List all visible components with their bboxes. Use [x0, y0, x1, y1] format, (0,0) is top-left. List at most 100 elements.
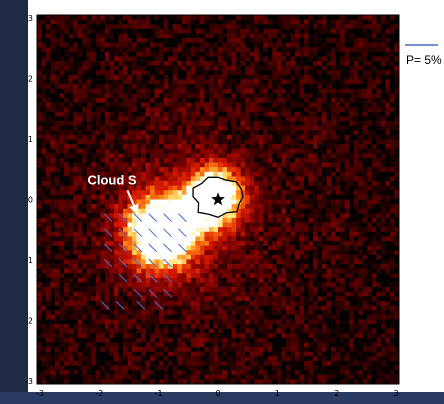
heatmap-cell — [353, 222, 359, 228]
heatmap-cell — [127, 171, 133, 177]
heatmap-cell — [240, 231, 246, 237]
heatmap-cell — [113, 167, 119, 173]
heatmap-cell — [136, 157, 142, 163]
heatmap-cell — [326, 56, 332, 62]
heatmap-cell — [389, 268, 395, 274]
heatmap-cell — [95, 254, 101, 260]
heatmap-cell — [73, 130, 79, 136]
heatmap-cell — [190, 227, 196, 233]
heatmap-cell — [172, 93, 178, 99]
heatmap-cell — [50, 268, 56, 274]
heatmap-cell — [91, 296, 97, 302]
heatmap-cell — [331, 287, 336, 293]
heatmap-cell — [86, 300, 92, 306]
heatmap-cell — [313, 24, 318, 30]
heatmap-cell — [199, 42, 205, 48]
heatmap-cell — [313, 107, 318, 113]
heatmap-cell — [177, 116, 183, 122]
heatmap-cell — [272, 61, 278, 67]
heatmap-cell — [353, 213, 359, 219]
heatmap-cell — [290, 236, 296, 242]
heatmap-cell — [127, 241, 133, 246]
heatmap-cell — [154, 222, 160, 228]
heatmap-cell — [249, 130, 255, 136]
heatmap-cell — [73, 139, 79, 145]
heatmap-cell — [371, 213, 377, 219]
heatmap-cell — [113, 287, 119, 293]
heatmap-cell — [95, 144, 101, 150]
heatmap-cell — [349, 185, 355, 191]
heatmap-cell — [394, 241, 400, 246]
heatmap-cell — [168, 134, 174, 140]
heatmap-cell — [199, 227, 205, 233]
heatmap-cell — [285, 47, 291, 53]
heatmap-cell — [254, 107, 260, 113]
heatmap-cell — [132, 28, 137, 34]
heatmap-cell — [276, 213, 282, 219]
heatmap-cell — [299, 93, 305, 99]
heatmap-cell — [100, 167, 106, 173]
heatmap-cell — [113, 42, 119, 48]
heatmap-cell — [37, 241, 42, 246]
heatmap-cell — [263, 185, 269, 191]
heatmap-cell — [249, 194, 255, 200]
heatmap-cell — [77, 300, 83, 306]
heatmap-cell — [376, 162, 382, 168]
heatmap-cell — [55, 33, 60, 39]
heatmap-cell — [100, 194, 106, 200]
heatmap-cell — [77, 217, 83, 223]
heatmap-cell — [168, 268, 174, 274]
heatmap-cell — [208, 162, 214, 168]
heatmap-cell — [50, 167, 56, 173]
heatmap-cell — [168, 130, 174, 136]
heatmap-cell — [77, 125, 83, 131]
heatmap-cell — [172, 277, 178, 283]
heatmap-cell — [389, 144, 395, 150]
heatmap-cell — [59, 167, 65, 173]
heatmap-cell — [331, 116, 336, 122]
heatmap-cell — [331, 171, 336, 177]
heatmap-cell — [136, 56, 142, 62]
heatmap-cell — [308, 79, 314, 85]
heatmap-cell — [68, 185, 74, 191]
heatmap-cell — [308, 259, 314, 265]
heatmap-cell — [353, 144, 359, 150]
heatmap-cell — [100, 88, 106, 94]
heatmap-cell — [195, 47, 201, 53]
heatmap-cell — [258, 273, 264, 279]
heatmap-cell — [222, 282, 228, 288]
heatmap-cell — [132, 148, 137, 154]
heatmap-cell — [199, 38, 205, 43]
heatmap-cell — [249, 65, 255, 71]
heatmap-cell — [136, 102, 142, 108]
heatmap-cell — [344, 236, 350, 242]
heatmap-cell — [37, 74, 42, 80]
heatmap-cell — [254, 116, 260, 122]
heatmap-cell — [100, 296, 106, 302]
heatmap-cell — [272, 93, 278, 99]
heatmap-cell — [104, 190, 110, 196]
heatmap-cell — [294, 194, 300, 200]
heatmap-cell — [218, 250, 223, 256]
heatmap-cell — [340, 157, 346, 163]
heatmap-cell — [46, 28, 51, 34]
heatmap-cell — [172, 130, 178, 136]
heatmap-cell — [254, 254, 260, 260]
heatmap-cell — [50, 277, 56, 283]
heatmap-cell — [190, 157, 196, 163]
heatmap-cell — [91, 47, 97, 53]
heatmap-cell — [308, 222, 314, 228]
heatmap-cell — [394, 291, 400, 297]
heatmap-cell — [50, 227, 56, 233]
heatmap-cell — [222, 121, 228, 126]
heatmap-cell — [281, 171, 287, 177]
heatmap-cell — [163, 144, 169, 150]
heatmap-cell — [141, 296, 146, 302]
heatmap-cell — [358, 121, 364, 126]
heatmap-cell — [77, 181, 83, 186]
heatmap-cell — [208, 241, 214, 246]
heatmap-cell — [136, 116, 142, 122]
heatmap-cell — [41, 70, 47, 76]
heatmap-cell — [181, 130, 187, 136]
heatmap-cell — [122, 227, 128, 233]
